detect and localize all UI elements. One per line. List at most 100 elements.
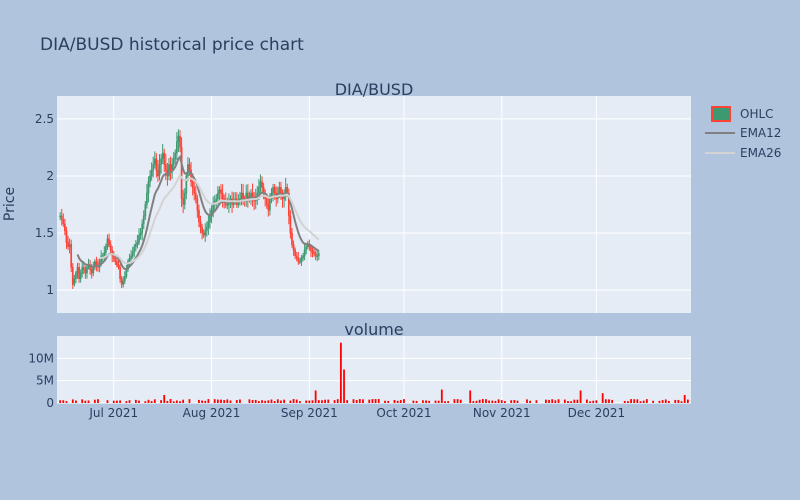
candle <box>73 274 76 287</box>
volume-bar <box>494 400 497 403</box>
candle-body <box>299 261 301 263</box>
candle <box>71 263 74 289</box>
volume-bar <box>623 400 626 403</box>
volume-bar <box>235 400 238 403</box>
candle-body <box>168 164 170 177</box>
candle <box>60 208 63 226</box>
volume-bar <box>469 390 472 403</box>
candle <box>125 264 128 279</box>
candle <box>82 263 85 275</box>
candle <box>303 243 306 261</box>
candle <box>136 234 139 249</box>
candle <box>183 188 186 210</box>
legend-item-ohlc[interactable]: OHLC <box>711 106 774 122</box>
candle <box>281 189 284 208</box>
candle <box>292 240 295 256</box>
candle-body <box>259 181 262 188</box>
legend-item-ema12[interactable]: EMA12 <box>705 126 781 140</box>
candle <box>147 176 150 203</box>
candle-body <box>291 232 293 245</box>
candle <box>131 246 134 260</box>
candle-body <box>292 244 295 251</box>
volume-bar <box>551 399 554 403</box>
volume-bar <box>97 399 99 403</box>
candle <box>146 184 148 209</box>
candle-body <box>64 223 66 232</box>
volume-bar <box>254 399 257 403</box>
candle-body <box>120 278 123 285</box>
candle <box>248 191 251 203</box>
candle <box>160 154 162 174</box>
volume-bar <box>601 393 604 403</box>
candle <box>168 158 170 181</box>
volume-bar <box>368 399 371 403</box>
candle-body <box>242 192 244 200</box>
volume-bar <box>377 398 380 403</box>
volume-bar <box>153 399 156 403</box>
volume-bar <box>529 400 532 403</box>
candle-body <box>176 141 178 154</box>
volume-y-tick-label: 10M <box>28 351 54 365</box>
candle <box>92 261 95 277</box>
volume-bar <box>362 399 364 403</box>
candle <box>302 252 304 262</box>
volume-bar <box>661 400 664 403</box>
candle-body <box>217 192 219 200</box>
volume-bar <box>352 399 355 403</box>
volume-bar <box>65 401 68 403</box>
candle-body <box>123 276 126 282</box>
volume-bar <box>81 399 84 403</box>
legend-label-ema12: EMA12 <box>740 126 781 140</box>
x-tick-label: Dec 2021 <box>568 406 626 420</box>
candle <box>317 250 320 260</box>
volume-bar <box>403 399 405 403</box>
volume-bar <box>485 399 487 403</box>
x-tick-label: Nov 2021 <box>473 406 531 420</box>
volume-bar <box>257 401 260 403</box>
volume-bar <box>570 401 573 403</box>
legend[interactable]: OHLC EMA12 EMA26 <box>705 106 781 160</box>
candle-body <box>136 241 139 245</box>
price-y-tick-label: 2 <box>46 169 54 183</box>
volume-bar <box>216 399 219 403</box>
candle-body <box>286 187 289 194</box>
candle <box>158 154 161 181</box>
candle <box>130 250 132 261</box>
candle <box>163 148 166 172</box>
candle-body <box>155 158 158 171</box>
volume-bar <box>576 399 579 403</box>
candle-body <box>81 267 84 274</box>
candle-body <box>287 192 290 217</box>
volume-bar <box>674 399 677 403</box>
candle <box>174 149 177 164</box>
candle-body <box>261 181 263 188</box>
volume-bar <box>595 400 598 403</box>
volume-bar <box>557 399 560 403</box>
volume-plot-area[interactable] <box>57 336 691 403</box>
candle <box>289 210 292 239</box>
candle-body <box>163 152 166 165</box>
candle <box>193 180 196 201</box>
volume-bar <box>636 399 639 403</box>
candle <box>149 170 151 188</box>
volume-bar <box>434 400 437 403</box>
volume-bar <box>213 399 216 403</box>
volume-bar <box>504 401 506 403</box>
candle <box>234 192 237 205</box>
legend-item-ema26[interactable]: EMA26 <box>705 146 781 160</box>
candle <box>194 186 197 204</box>
candle-body <box>70 244 73 268</box>
volume-bar <box>630 399 632 403</box>
candle <box>153 151 156 169</box>
volume-bar <box>680 401 683 403</box>
volume-bar <box>87 400 90 403</box>
candle <box>198 204 200 228</box>
volume-bar <box>387 400 390 403</box>
price-plot-area[interactable] <box>57 96 691 313</box>
candle-body <box>75 272 77 279</box>
volume-bars[interactable] <box>59 342 689 403</box>
volume-bar <box>516 400 519 403</box>
candle-body <box>94 261 96 268</box>
candle-body <box>139 232 142 236</box>
candle <box>79 269 82 283</box>
